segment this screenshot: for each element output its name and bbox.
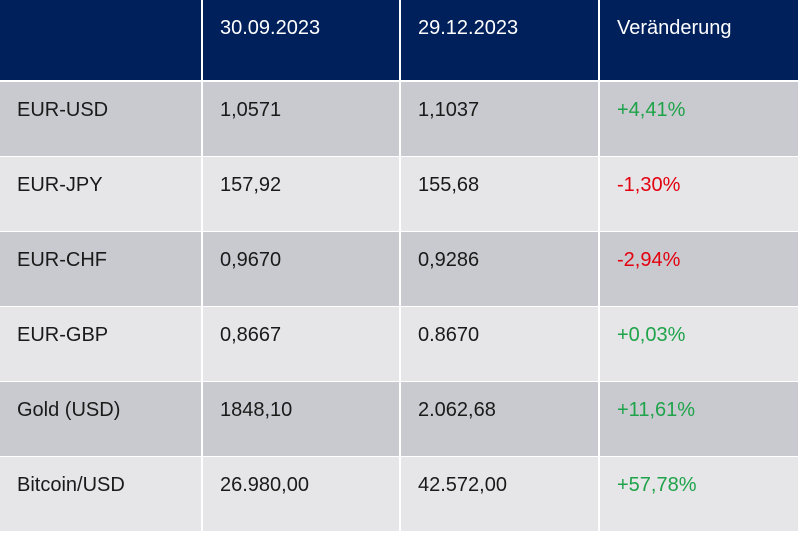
header-cell: 30.09.2023 — [203, 0, 399, 80]
change-cell: -1,30% — [600, 157, 798, 231]
row-label: Gold (USD) — [0, 382, 201, 456]
value-cell: 2.062,68 — [401, 382, 598, 456]
row-label: EUR-CHF — [0, 232, 201, 306]
value-cell: 0,9670 — [203, 232, 399, 306]
row-label: EUR-USD — [0, 82, 201, 156]
change-cell: +4,41% — [600, 82, 798, 156]
value-cell: 1,0571 — [203, 82, 399, 156]
value-cell: 1848,10 — [203, 382, 399, 456]
value-cell: 155,68 — [401, 157, 598, 231]
value-cell: 42.572,00 — [401, 457, 598, 531]
value-cell: 0,8667 — [203, 307, 399, 381]
change-cell: +0,03% — [600, 307, 798, 381]
change-cell: +57,78% — [600, 457, 798, 531]
header-cell — [0, 0, 201, 80]
row-label: EUR-JPY — [0, 157, 201, 231]
value-cell: 1,1037 — [401, 82, 598, 156]
value-cell: 0,9286 — [401, 232, 598, 306]
value-cell: 26.980,00 — [203, 457, 399, 531]
value-cell: 157,92 — [203, 157, 399, 231]
header-cell: Veränderung — [600, 0, 798, 80]
row-label: Bitcoin/USD — [0, 457, 201, 531]
change-cell: +11,61% — [600, 382, 798, 456]
row-label: EUR-GBP — [0, 307, 201, 381]
change-cell: -2,94% — [600, 232, 798, 306]
value-cell: 0.8670 — [401, 307, 598, 381]
header-cell: 29.12.2023 — [401, 0, 598, 80]
